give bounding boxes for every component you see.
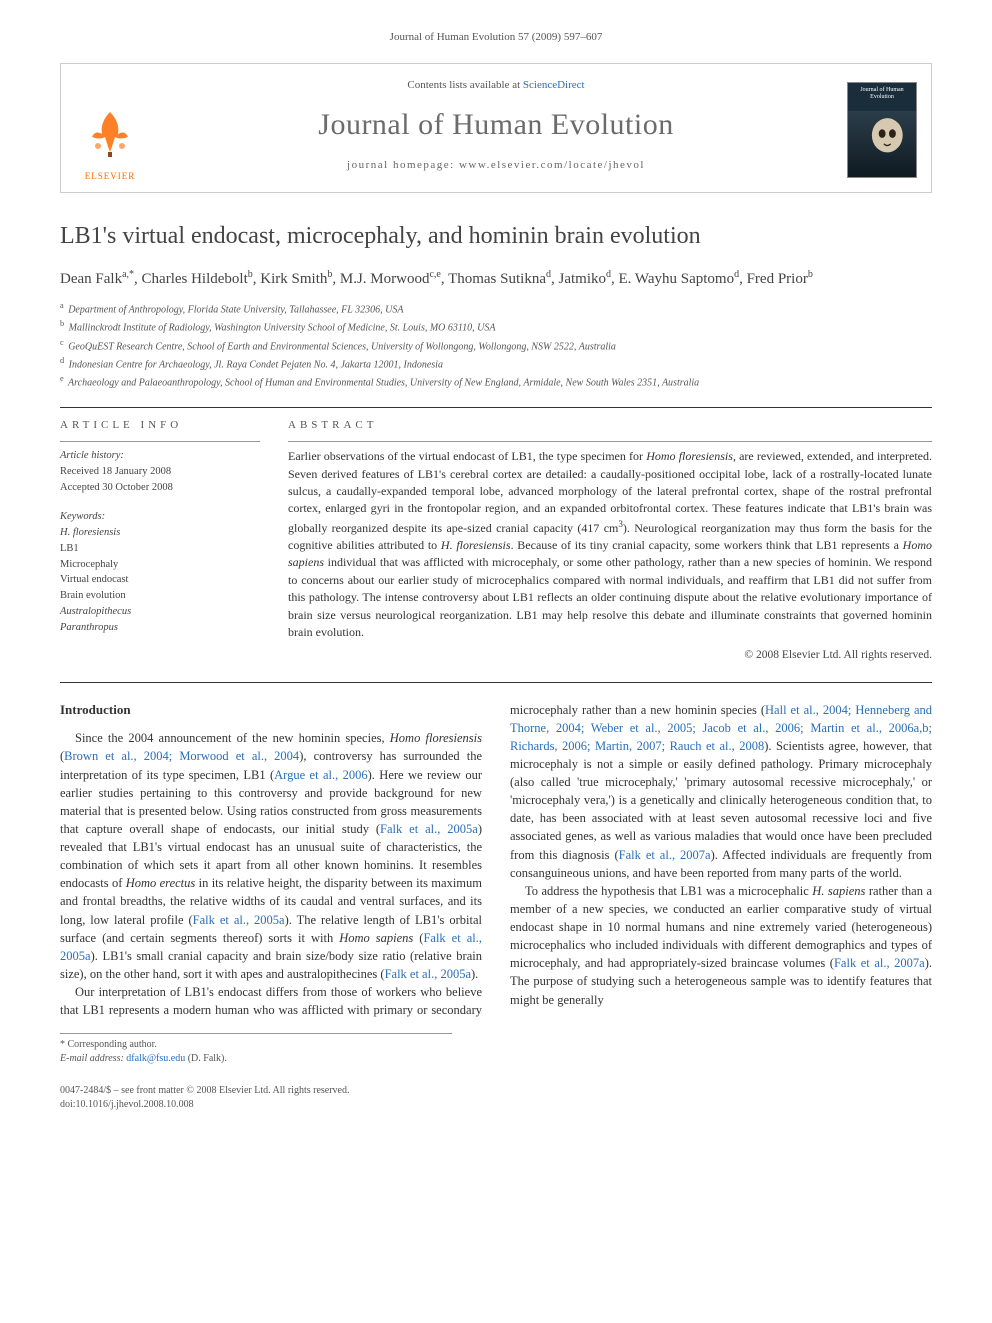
contents-pre: Contents lists available at <box>407 79 522 91</box>
doi-line: doi:10.1016/j.jhevol.2008.10.008 <box>60 1098 932 1112</box>
abstract-rule <box>288 441 932 442</box>
contents-line: Contents lists available at ScienceDirec… <box>79 78 913 93</box>
elsevier-label: ELSEVIER <box>75 170 145 183</box>
keyword-item: Paranthropus <box>60 620 260 636</box>
journal-cover-thumbnail: Journal of Human Evolution <box>847 82 917 178</box>
email-label: E-mail address: <box>60 1053 124 1064</box>
article-info-label: ARTICLE INFO <box>60 418 260 433</box>
sciencedirect-link[interactable]: ScienceDirect <box>523 79 585 91</box>
abstract-column: ABSTRACT Earlier observations of the vir… <box>288 418 932 664</box>
journal-homepage-line: journal homepage: www.elsevier.com/locat… <box>79 158 913 173</box>
bottom-meta: 0047-2484/$ – see front matter © 2008 El… <box>60 1084 932 1112</box>
info-abstract-row: ARTICLE INFO Article history: Received 1… <box>60 418 932 664</box>
rule-top <box>60 407 932 408</box>
elsevier-tree-icon <box>80 102 140 162</box>
corresponding-email-link[interactable]: dfalk@fsu.edu <box>126 1053 185 1064</box>
keywords-block: Keywords: H. floresiensis LB1 Microcepha… <box>60 509 260 635</box>
keywords-head: Keywords: <box>60 509 260 525</box>
journal-name: Journal of Human Evolution <box>79 104 913 146</box>
issn-line: 0047-2484/$ – see front matter © 2008 El… <box>60 1084 932 1098</box>
abstract-text: Earlier observations of the virtual endo… <box>288 448 932 641</box>
body-text-columns: Introduction Since the 2004 announcement… <box>60 701 932 1020</box>
history-head: Article history: <box>60 448 260 464</box>
accepted-line: Accepted 30 October 2008 <box>60 480 260 496</box>
keyword-item: H. floresiensis <box>60 525 260 541</box>
corresponding-author-note: * Corresponding author. <box>60 1038 452 1052</box>
running-header: Journal of Human Evolution 57 (2009) 597… <box>60 30 932 45</box>
received-line: Received 18 January 2008 <box>60 464 260 480</box>
article-title: LB1's virtual endocast, microcephaly, an… <box>60 221 932 252</box>
abstract-copyright: © 2008 Elsevier Ltd. All rights reserved… <box>288 647 932 663</box>
keyword-item: Brain evolution <box>60 588 260 604</box>
article-history-block: Article history: Received 18 January 200… <box>60 448 260 495</box>
info-rule <box>60 441 260 442</box>
cover-title: Journal of Human Evolution <box>848 83 916 100</box>
elsevier-logo: ELSEVIER <box>75 102 145 182</box>
rule-mid <box>60 682 932 683</box>
affiliations-list: a Department of Anthropology, Florida St… <box>60 300 932 391</box>
body-paragraph: To address the hypothesis that LB1 was a… <box>510 882 932 1009</box>
email-line: E-mail address: dfalk@fsu.edu (D. Falk). <box>60 1052 452 1066</box>
keyword-item: Microcephaly <box>60 557 260 573</box>
cover-skull-icon <box>848 101 918 161</box>
body-paragraph: Since the 2004 announcement of the new h… <box>60 729 482 983</box>
authors-list: Dean Falka,*, Charles Hildeboltb, Kirk S… <box>60 267 932 291</box>
footnotes-block: * Corresponding author. E-mail address: … <box>60 1033 452 1066</box>
masthead-box: ELSEVIER Journal of Human Evolution Cont… <box>60 63 932 193</box>
article-info-column: ARTICLE INFO Article history: Received 1… <box>60 418 260 664</box>
introduction-heading: Introduction <box>60 701 482 720</box>
keyword-item: LB1 <box>60 541 260 557</box>
keyword-item: Virtual endocast <box>60 572 260 588</box>
email-person: (D. Falk). <box>188 1053 227 1064</box>
abstract-label: ABSTRACT <box>288 418 932 433</box>
keyword-item: Australopithecus <box>60 604 260 620</box>
